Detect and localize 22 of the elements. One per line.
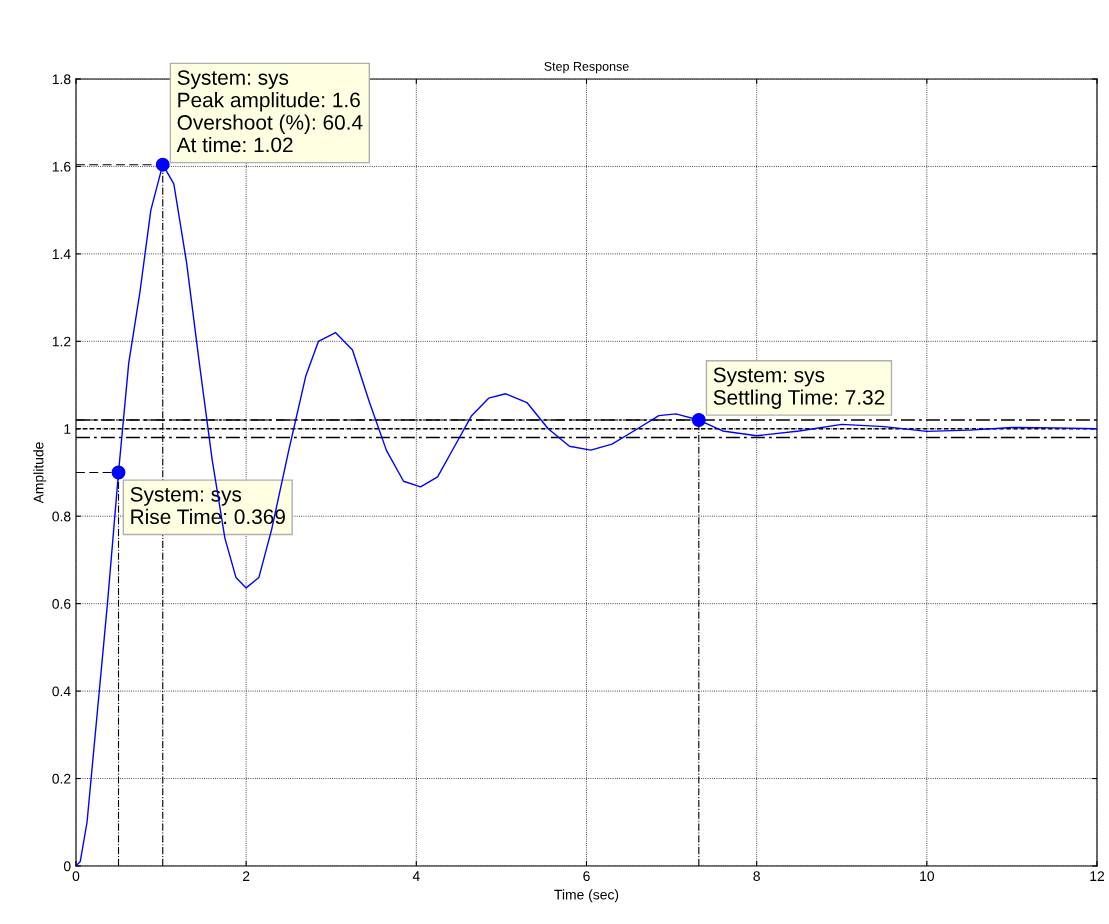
x-tick-label: 4 (412, 871, 420, 881)
x-tick-label: 0 (72, 871, 80, 882)
annotation: System: sys Settling Time: 7.32 (713, 367, 885, 409)
x-tick-label: 6 (583, 871, 590, 882)
chart-title: Step Response (544, 61, 629, 74)
y-tick-label: 0.8 (52, 511, 71, 522)
annotation: System: sys Peak amplitude: 1.6 Overshoot (%): 60.4 At time: 1.02 (176, 70, 363, 153)
y-tick-label: 0 (63, 861, 71, 872)
y-axis-title: Amplitude (33, 442, 47, 504)
y-tick-label: 0.4 (52, 686, 71, 697)
x-tick-label: 8 (753, 871, 760, 882)
y-tick-label: 1.4 (52, 249, 71, 259)
y-tick-label: 0.6 (52, 598, 71, 609)
x-axis-title: Time (sec) (554, 889, 619, 903)
y-tick-label: 1.6 (52, 161, 71, 172)
y-tick-label: 1.2 (52, 336, 71, 347)
x-tick-label: 2 (242, 871, 250, 881)
y-tick-label: 0.2 (52, 773, 71, 784)
y-tick-label: 1 (64, 424, 71, 434)
x-tick-label: 12 (1090, 871, 1105, 881)
y-tick-label: 1.8 (52, 74, 71, 85)
x-tick-label: 10 (920, 871, 935, 882)
